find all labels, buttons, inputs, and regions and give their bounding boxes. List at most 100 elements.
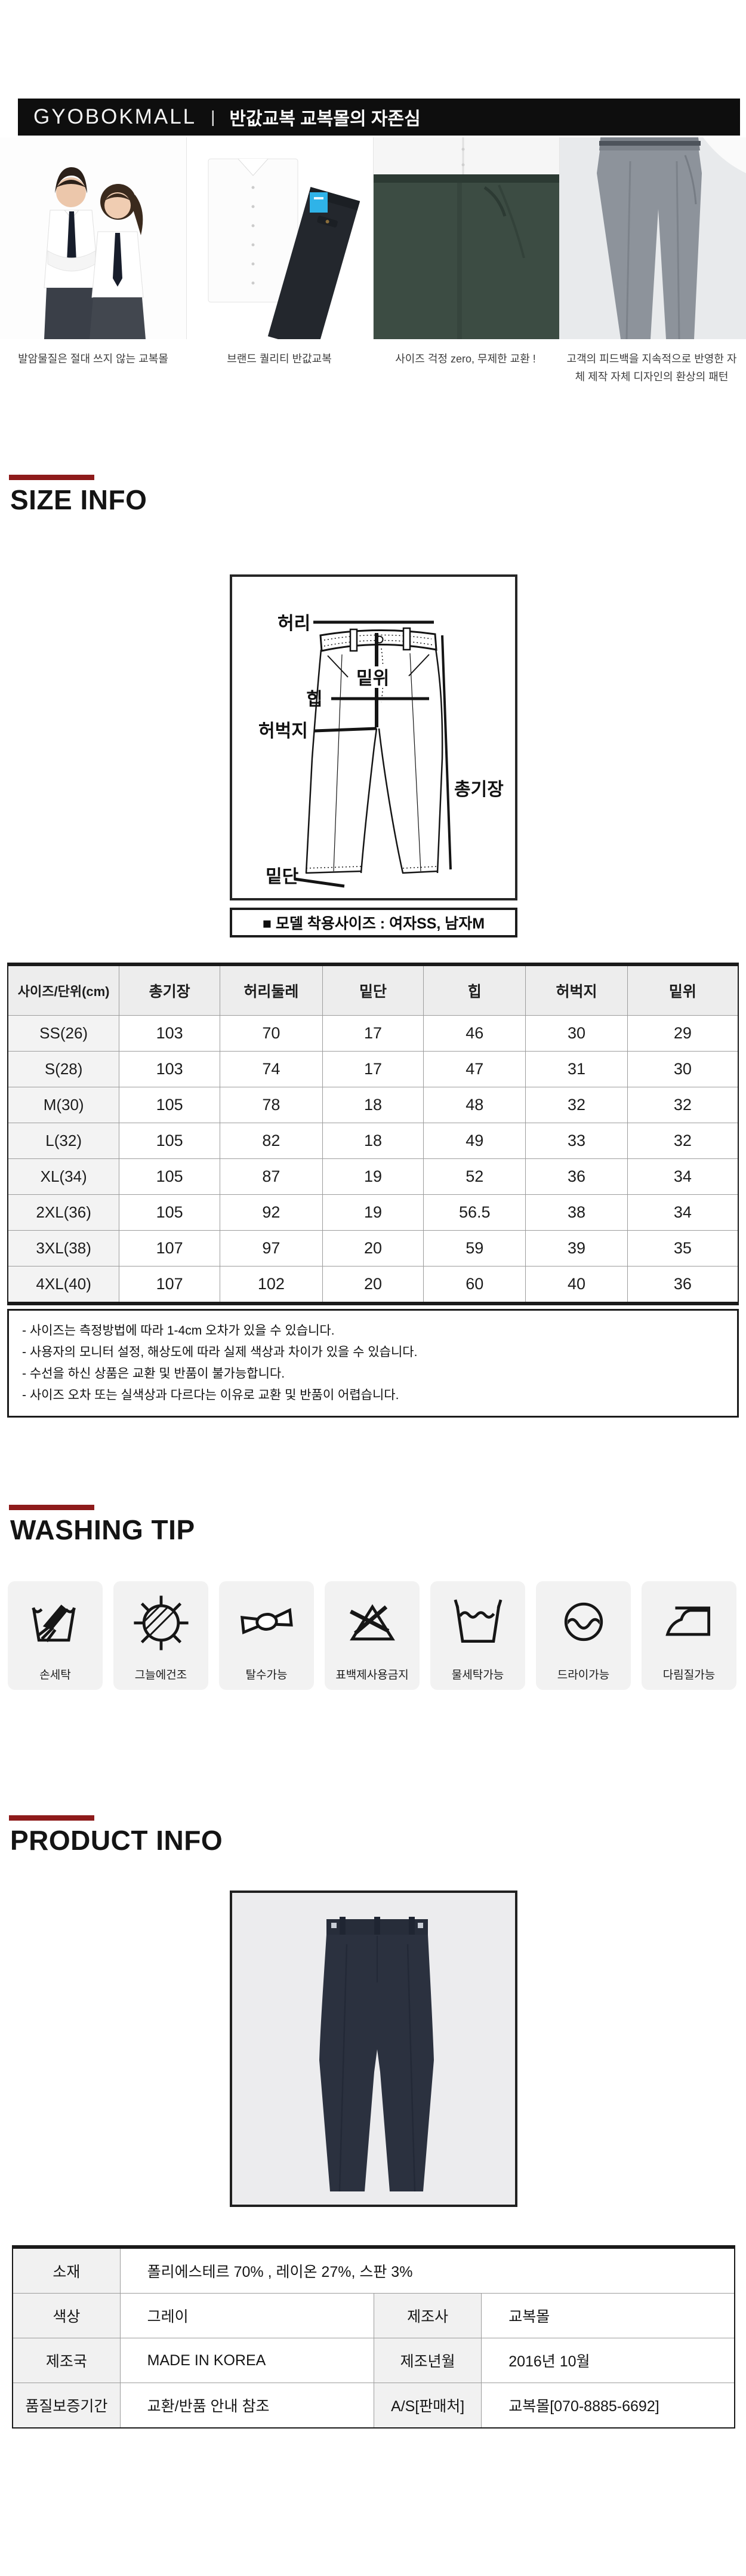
diagram-label-hip: 힙 — [306, 690, 323, 709]
value-cell: 19 — [322, 1194, 424, 1231]
value-cell: 17 — [322, 1015, 424, 1052]
value-cell: 30 — [525, 1015, 628, 1052]
size-table-wrap: 사이즈/단위(cm) 총기장 허리둘레 밑단 힙 허벅지 밑위 SS(26) 1… — [7, 963, 739, 1305]
value-cell: 102 — [220, 1266, 323, 1304]
value-cell: 36 — [627, 1266, 739, 1304]
value-cell: 32 — [627, 1123, 739, 1159]
brand-logo-text: GYOBOKMALL — [33, 105, 197, 128]
dry-in-shade-icon — [133, 1596, 189, 1650]
table-row: 품질보증기간 교환/반품 안내 참조 A/S[판매처] 교복몰[070-8885… — [12, 2383, 735, 2429]
info-label-date: 제조년월 — [374, 2338, 482, 2383]
value-cell: 34 — [627, 1158, 739, 1195]
washing-tile-machine-wash: 물세탁가능 — [430, 1581, 525, 1690]
size-notes-box: - 사이즈는 측정방법에 따라 1-4cm 오차가 있을 수 있습니다. - 사… — [7, 1309, 739, 1418]
pants-measurement-diagram: 허리 밑위 힙 허벅지 총기장 — [258, 614, 504, 888]
size-cell: L(32) — [7, 1123, 120, 1159]
info-label-manufacturer: 제조사 — [374, 2293, 482, 2338]
table-row: 제조국 MADE IN KOREA 제조년월 2016년 10월 — [12, 2338, 735, 2383]
table-row: XL(34) 105 87 19 52 36 34 — [7, 1158, 739, 1195]
info-value-warranty: 교환/반품 안내 참조 — [119, 2383, 375, 2429]
washing-tile-dry-in-shade: 그늘에건조 — [113, 1581, 208, 1690]
product-photo-green-pants — [372, 137, 560, 339]
hero-caption-4-text: 고객의 피드백을 지속적으로 반영한 자체 제작 자체 디자인의 환상의 패턴 — [566, 353, 737, 383]
product-photo-box — [230, 1890, 517, 2207]
washing-label: 물세탁가능 — [451, 1669, 504, 1682]
size-cell: M(30) — [7, 1087, 120, 1123]
washing-tile-dry-clean: 드라이가능 — [536, 1581, 631, 1690]
red-accent-bar — [9, 475, 94, 480]
size-note-line: - 사용자의 모니터 설정, 해상도에 따라 실제 색상과 차이가 있을 수 있… — [22, 1345, 418, 1359]
hand-wash-icon — [31, 1604, 76, 1643]
washing-label: 탈수가능 — [245, 1669, 288, 1682]
value-cell: 74 — [220, 1051, 323, 1087]
value-cell: 17 — [322, 1051, 424, 1087]
value-cell: 105 — [119, 1123, 220, 1159]
size-table-header-row: 사이즈/단위(cm) 총기장 허리둘레 밑단 힙 허벅지 밑위 — [7, 964, 739, 1016]
size-table: 사이즈/단위(cm) 총기장 허리둘레 밑단 힙 허벅지 밑위 SS(26) 1… — [7, 963, 739, 1305]
value-cell: 32 — [627, 1087, 739, 1123]
gray-pants-photo-art — [560, 137, 746, 339]
value-cell: 97 — [220, 1230, 323, 1267]
info-value-country: MADE IN KOREA — [119, 2338, 375, 2383]
washing-tile-wring-ok: 탈수가능 — [219, 1581, 314, 1690]
col-header-hem: 밑단 — [322, 964, 424, 1016]
value-cell: 46 — [423, 1015, 526, 1052]
size-cell: S(28) — [7, 1051, 120, 1087]
size-info-heading: SIZE INFO — [10, 484, 147, 515]
info-label-as: A/S[판매처] — [374, 2383, 482, 2429]
value-cell: 36 — [525, 1158, 628, 1195]
info-label-material: 소재 — [12, 2246, 121, 2294]
value-cell: 105 — [119, 1158, 220, 1195]
wring-ok-icon — [240, 1607, 293, 1634]
value-cell: 34 — [627, 1194, 739, 1231]
header-bar: GYOBOKMALL | 반값교복 교복몰의 자존심 — [18, 99, 740, 136]
value-cell: 92 — [220, 1194, 323, 1231]
size-cell: 4XL(40) — [7, 1266, 120, 1304]
washing-label: 그늘에건조 — [134, 1669, 187, 1682]
diagram-label-length: 총기장 — [454, 780, 504, 800]
value-cell: 38 — [525, 1194, 628, 1231]
value-cell: 103 — [119, 1015, 220, 1052]
table-row: SS(26) 103 70 17 46 30 29 — [7, 1015, 739, 1052]
value-cell: 35 — [627, 1230, 739, 1267]
col-header-size-unit: 사이즈/단위(cm) — [7, 964, 120, 1016]
washing-tile-no-bleach: 표백제사용금지 — [325, 1581, 420, 1690]
gray-pants-product-photo — [232, 1893, 515, 2205]
washing-label: 드라이가능 — [557, 1669, 610, 1682]
washing-tip-heading: WASHING TIP — [10, 1514, 195, 1545]
value-cell: 70 — [220, 1015, 323, 1052]
header-separator: | — [211, 107, 215, 126]
value-cell: 52 — [423, 1158, 526, 1195]
model-size-note-box: ■ 모델 착용사이즈 : 여자SS, 남자M — [230, 908, 517, 937]
product-photo-flatlay — [186, 137, 373, 339]
hero-caption-1: 발암물질은 절대 쓰지 않는 교복몰 — [18, 353, 168, 365]
value-cell: 33 — [525, 1123, 628, 1159]
diagram-label-thigh: 허벅지 — [258, 721, 308, 741]
product-photo-models — [0, 137, 186, 339]
value-cell: 56.5 — [423, 1194, 526, 1231]
washing-icons-row: 손세탁 그늘에건조 — [8, 1581, 738, 1690]
product-info-heading: PRODUCT INFO — [10, 1825, 223, 1856]
flatlay-photo-art — [186, 137, 373, 339]
info-value-as: 교복몰[070-8885-6692] — [481, 2383, 735, 2429]
value-cell: 29 — [627, 1015, 739, 1052]
value-cell: 31 — [525, 1051, 628, 1087]
col-header-total-length: 총기장 — [119, 964, 220, 1016]
info-value-date: 2016년 10월 — [481, 2338, 735, 2383]
washing-tile-iron-ok: 다림질가능 — [642, 1581, 736, 1690]
washing-label: 손세탁 — [39, 1669, 71, 1682]
hero-caption-2: 브랜드 퀄리티 반값교복 — [227, 353, 332, 365]
size-note-line: - 사이즈는 측정방법에 따라 1-4cm 오차가 있을 수 있습니다. — [22, 1324, 335, 1338]
value-cell: 105 — [119, 1194, 220, 1231]
col-header-waist: 허리둘레 — [220, 964, 323, 1016]
washing-label: 표백제사용금지 — [335, 1669, 409, 1682]
product-info-section-title: PRODUCT INFO — [9, 1815, 223, 1855]
info-label-color: 색상 — [12, 2293, 121, 2338]
size-cell: 3XL(38) — [7, 1230, 120, 1267]
green-pants-photo-art — [373, 137, 560, 339]
value-cell: 82 — [220, 1123, 323, 1159]
no-bleach-icon — [349, 1604, 395, 1641]
value-cell: 20 — [322, 1230, 424, 1267]
table-row: 소재 폴리에스테르 70% , 레이온 27%, 스판 3% — [12, 2246, 735, 2294]
table-row: 4XL(40) 107 102 20 60 40 36 — [7, 1266, 739, 1304]
